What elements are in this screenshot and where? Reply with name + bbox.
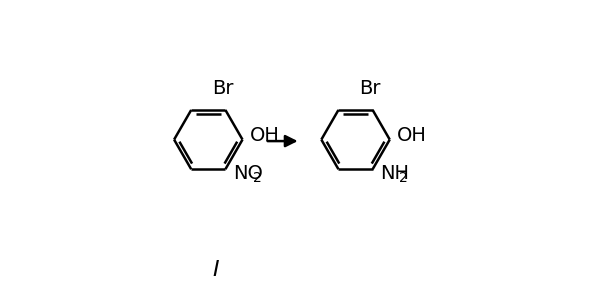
Text: Br: Br bbox=[359, 79, 381, 98]
Text: OH: OH bbox=[250, 126, 280, 145]
Text: NO: NO bbox=[233, 164, 263, 183]
Text: I: I bbox=[213, 261, 219, 281]
Text: Br: Br bbox=[211, 79, 233, 98]
Text: 2: 2 bbox=[399, 171, 408, 185]
Text: 2: 2 bbox=[253, 171, 262, 185]
Text: NH: NH bbox=[380, 164, 409, 183]
Text: OH: OH bbox=[397, 126, 427, 145]
